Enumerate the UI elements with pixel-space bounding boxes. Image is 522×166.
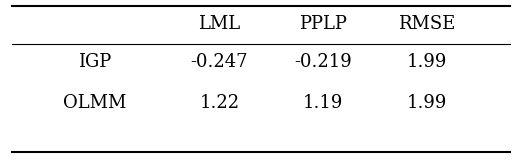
Text: RMSE: RMSE [398, 15, 456, 33]
Text: -0.247: -0.247 [191, 53, 248, 71]
Text: IGP: IGP [78, 53, 112, 71]
Text: OLMM: OLMM [63, 94, 126, 112]
Text: 1.22: 1.22 [199, 94, 240, 112]
Text: LML: LML [198, 15, 241, 33]
Text: 1.19: 1.19 [303, 94, 343, 112]
Text: 1.99: 1.99 [407, 94, 447, 112]
Text: PPLP: PPLP [300, 15, 347, 33]
Text: 1.99: 1.99 [407, 53, 447, 71]
Text: -0.219: -0.219 [294, 53, 352, 71]
